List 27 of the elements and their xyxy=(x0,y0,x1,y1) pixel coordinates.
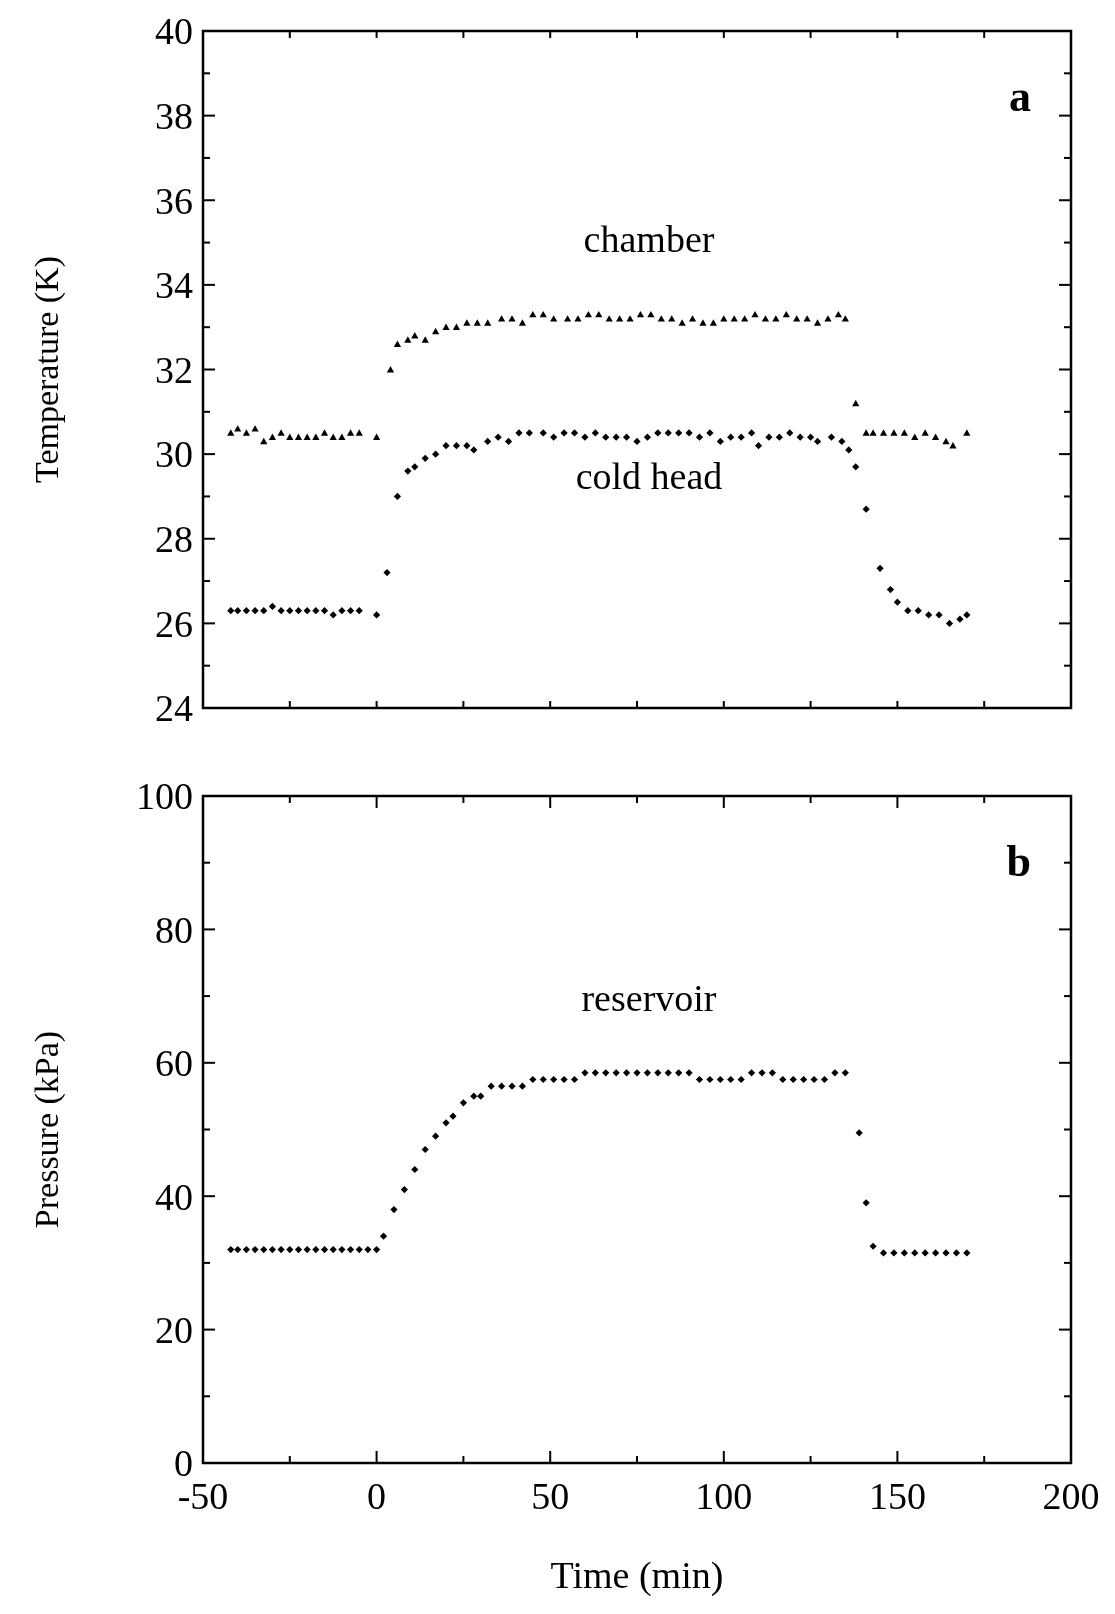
annotation: a xyxy=(1009,72,1031,121)
series-label: reservoir xyxy=(581,976,717,1019)
y-tick-label: 28 xyxy=(155,518,193,561)
x-tick-label: 50 xyxy=(531,1475,570,1517)
series-label: chamber xyxy=(583,218,715,261)
y-tick-label: 40 xyxy=(155,1175,193,1218)
x-tick-label: 0 xyxy=(367,1475,387,1517)
series-label: cold head xyxy=(575,455,723,498)
y-tick-label: 26 xyxy=(155,602,193,645)
y-tick-label: 36 xyxy=(155,179,193,222)
y-tick-label: 100 xyxy=(136,775,193,818)
y-tick-label: 34 xyxy=(155,264,193,307)
y-tick-label: 80 xyxy=(155,908,193,951)
y-tick-label: 24 xyxy=(155,687,193,730)
y-tick-label: 38 xyxy=(155,94,193,137)
x-tick-label: 200 xyxy=(1042,1475,1100,1517)
y-tick-label: 32 xyxy=(155,348,193,391)
y-tick-label: 40 xyxy=(155,10,193,53)
annotation: b xyxy=(1006,837,1031,886)
x-tick-label: 100 xyxy=(695,1475,753,1517)
y-tick-label: 20 xyxy=(155,1308,193,1351)
y-tick-label: 60 xyxy=(155,1042,193,1085)
y-axis-title: Temperature (K) xyxy=(28,256,66,483)
y-tick-label: 30 xyxy=(155,433,193,476)
x-tick-label: 150 xyxy=(868,1475,926,1517)
y-axis-title: Pressure (kPa) xyxy=(28,1030,66,1229)
x-axis-title: Time (min) xyxy=(550,1554,724,1597)
